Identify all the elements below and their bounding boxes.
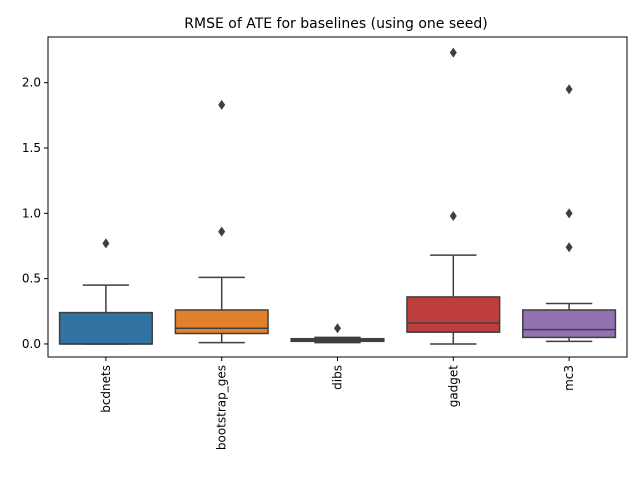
y-tick-label: 1.0 bbox=[22, 206, 41, 220]
outlier-point bbox=[565, 84, 573, 95]
outlier-point bbox=[218, 226, 226, 237]
outlier-point bbox=[449, 210, 457, 221]
plot-area bbox=[58, 47, 617, 345]
y-tick-label: 0.5 bbox=[22, 272, 41, 286]
iqr-box bbox=[58, 311, 153, 345]
outlier-point bbox=[102, 238, 110, 249]
x-tick-label: dibs bbox=[331, 365, 345, 390]
y-tick-label: 2.0 bbox=[22, 76, 41, 90]
box-bootstrap_ges bbox=[174, 99, 269, 344]
y-tick-label: 0.0 bbox=[22, 337, 41, 351]
outlier-point bbox=[565, 208, 573, 219]
box-dibs bbox=[290, 323, 385, 344]
box-bcdnets bbox=[58, 238, 153, 345]
x-tick-label: bootstrap_ges bbox=[215, 365, 229, 450]
box-mc3 bbox=[522, 84, 617, 343]
box-gadget bbox=[406, 47, 501, 345]
outlier-point bbox=[565, 242, 573, 253]
iqr-box bbox=[174, 309, 269, 335]
y-tick-label: 1.5 bbox=[22, 141, 41, 155]
x-tick-label: mc3 bbox=[562, 365, 576, 391]
outlier-point bbox=[334, 323, 341, 334]
x-tick-label: bcdnets bbox=[99, 365, 113, 413]
outlier-point bbox=[449, 47, 457, 58]
chart-title: RMSE of ATE for baselines (using one see… bbox=[184, 16, 487, 32]
outlier-point bbox=[218, 99, 226, 110]
x-tick-label: gadget bbox=[446, 365, 460, 408]
iqr-box bbox=[522, 309, 617, 339]
iqr-box bbox=[406, 296, 501, 333]
axes: 0.0 0.5 1.0 1.5 2.0 bcdnets bootstrap_ges dibs g… bbox=[22, 36, 628, 450]
